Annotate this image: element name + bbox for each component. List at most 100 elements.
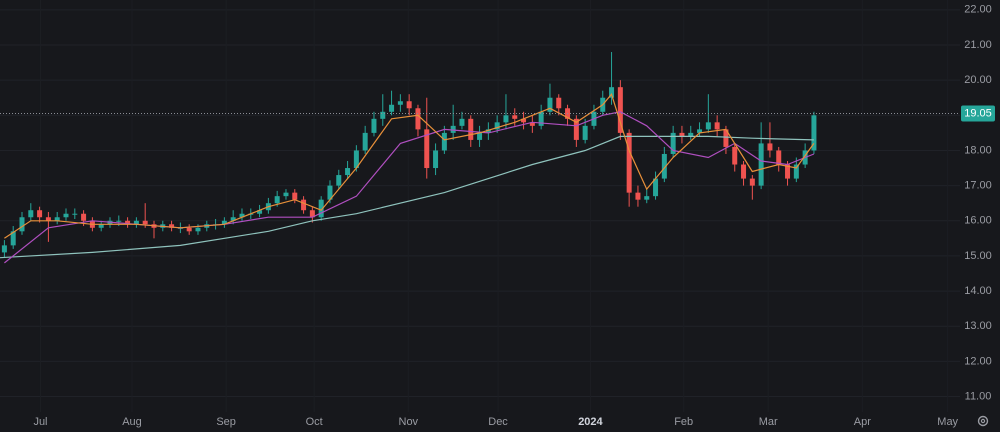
y-tick-label: 14.00 <box>964 285 992 297</box>
y-tick-label: 12.00 <box>964 355 992 367</box>
price-tag <box>961 105 995 122</box>
candle-body <box>723 129 729 147</box>
x-tick-label: Sep <box>216 416 236 428</box>
candle-body <box>732 146 738 165</box>
candle-body <box>521 118 527 123</box>
y-tick-label: 20.00 <box>964 74 992 86</box>
candle-body <box>353 150 359 169</box>
plot <box>0 52 960 264</box>
candle-body <box>19 217 25 232</box>
candle-body <box>37 210 43 218</box>
candle-body <box>793 164 799 179</box>
candle-body <box>714 122 720 130</box>
candle-body <box>573 118 579 140</box>
candle-body <box>644 196 650 200</box>
candle-body <box>415 108 421 130</box>
candle-body <box>503 115 509 123</box>
candle-body <box>582 125 588 140</box>
candle-body <box>626 132 632 193</box>
candle-body <box>125 220 131 225</box>
candle-body <box>617 87 623 133</box>
candle-body <box>28 210 34 218</box>
y-tick-label: 15.00 <box>964 250 992 262</box>
candle-body <box>292 192 298 200</box>
price-tag-label: 19.05 <box>964 107 992 119</box>
x-tick-label: Oct <box>306 416 323 428</box>
candle-body <box>257 210 263 214</box>
x-tick-label: May <box>937 416 958 428</box>
candle-body <box>195 227 201 232</box>
candle-body <box>389 104 395 112</box>
candle-body <box>785 164 791 179</box>
y-tick-label: 18.00 <box>964 144 992 156</box>
x-tick-label: Mar <box>759 416 778 428</box>
candle-body <box>380 111 386 119</box>
candle-body <box>450 125 456 133</box>
candle-body <box>142 220 148 225</box>
x-tick-label: Aug <box>122 416 142 428</box>
candle-body <box>133 220 139 225</box>
candle-body <box>758 143 764 186</box>
candle-body <box>309 210 315 218</box>
axes: 11.00 12.00 13.00 14.00 15.00 16.00 17.00 18.00… <box>33 4 995 428</box>
candle-body <box>345 168 351 176</box>
candle-body <box>556 97 562 109</box>
candle-body <box>433 150 439 169</box>
candle-body <box>54 217 60 221</box>
candle-body <box>81 213 87 221</box>
candle-body <box>609 87 615 98</box>
candle-body <box>679 132 685 137</box>
candle-body <box>72 213 78 215</box>
candle-body <box>301 199 307 211</box>
y-tick-label: 22.00 <box>964 4 992 16</box>
y-tick-label: 21.00 <box>964 39 992 51</box>
candle-body <box>635 192 641 200</box>
candle-body <box>441 132 447 151</box>
x-tick-label: Apr <box>854 416 871 428</box>
x-tick-label: Dec <box>488 416 508 428</box>
x-tick-label: Feb <box>674 416 693 428</box>
candle-body <box>547 97 553 112</box>
candle-body <box>406 101 412 109</box>
x-tick-label: Nov <box>399 416 419 428</box>
candle-body <box>10 231 16 246</box>
candle-body <box>485 129 491 133</box>
candle-body <box>459 118 465 126</box>
y-tick-label: 16.00 <box>964 215 992 227</box>
candle-body <box>239 213 245 218</box>
candle-body <box>327 185 333 200</box>
settings-icon-hub <box>980 418 986 424</box>
candle-body <box>749 178 755 186</box>
candle-body <box>705 122 711 130</box>
candle-body <box>811 115 817 151</box>
y-tick-label: 13.00 <box>964 320 992 332</box>
candle-body <box>424 129 430 169</box>
candle-body <box>336 175 342 186</box>
settings-icon[interactable] <box>977 415 989 427</box>
candle-body <box>371 118 377 133</box>
candle-body <box>653 178 659 197</box>
candle-body <box>116 220 122 222</box>
candle-body <box>767 143 773 151</box>
candle-body <box>538 111 544 126</box>
candle-body <box>776 150 782 165</box>
candle-body <box>697 129 703 133</box>
candle-body <box>494 122 500 130</box>
candle-body <box>45 217 51 221</box>
candle-body <box>512 115 518 119</box>
settings-icon-ring <box>977 415 989 427</box>
x-tick-label: Jul <box>33 416 47 428</box>
candle-body <box>741 164 747 179</box>
candle-body <box>186 227 192 232</box>
moving-average-line <box>4 92 815 239</box>
candle-body <box>397 101 403 105</box>
grid <box>0 9 960 398</box>
candle-body <box>688 132 694 137</box>
candle-body <box>468 118 474 140</box>
moving-average-line <box>0 135 814 259</box>
candle-body <box>283 192 289 197</box>
candle-body <box>63 213 69 218</box>
candle-body <box>221 220 227 225</box>
candle-body <box>98 224 104 228</box>
